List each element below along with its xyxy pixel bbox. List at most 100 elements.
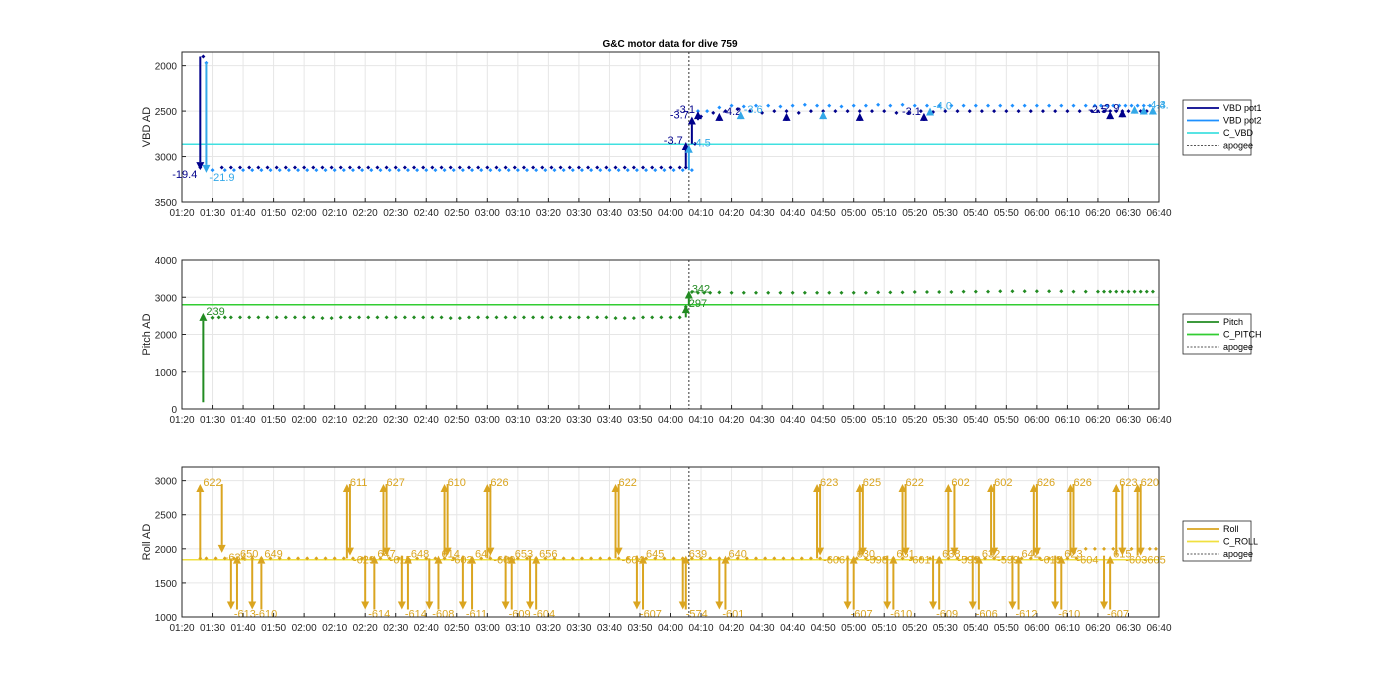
data-point bbox=[402, 315, 407, 320]
x-tick-label: 05:50 bbox=[994, 623, 1019, 634]
data-point bbox=[1138, 289, 1143, 294]
data-point bbox=[943, 109, 948, 114]
data-point bbox=[347, 315, 352, 320]
legend-label: Pitch bbox=[1223, 317, 1243, 327]
x-tick-label: 03:20 bbox=[536, 208, 561, 219]
data-point bbox=[216, 315, 221, 320]
arrow-head bbox=[715, 601, 724, 610]
data-point bbox=[305, 556, 310, 561]
data-point bbox=[641, 315, 646, 320]
x-tick-label: 03:30 bbox=[566, 208, 591, 219]
data-point bbox=[268, 168, 273, 173]
arrow-label: 640 bbox=[728, 549, 746, 561]
arrow-head bbox=[782, 112, 791, 121]
data-point bbox=[631, 165, 636, 170]
data-point bbox=[1083, 546, 1088, 551]
data-point bbox=[586, 315, 591, 320]
data-point bbox=[460, 168, 465, 173]
data-point bbox=[1114, 289, 1119, 294]
data-point bbox=[277, 168, 282, 173]
x-tick-label: 02:00 bbox=[292, 415, 317, 426]
arrow-label: 297 bbox=[689, 298, 707, 310]
data-point bbox=[296, 556, 301, 561]
x-tick-label: 02:30 bbox=[383, 623, 408, 634]
arrow-head bbox=[681, 555, 690, 564]
x-tick-label: 01:40 bbox=[231, 415, 256, 426]
x-tick-label: 05:10 bbox=[872, 415, 897, 426]
data-point bbox=[726, 556, 731, 561]
data-point bbox=[347, 165, 352, 170]
legend-label: C_ROLL bbox=[1223, 537, 1258, 547]
arrow-head bbox=[898, 484, 907, 493]
arrow-head bbox=[483, 484, 492, 493]
data-point bbox=[1028, 109, 1033, 114]
arrow-label: 611 bbox=[350, 477, 368, 489]
legend-label: VBD pot2 bbox=[1223, 116, 1262, 126]
arrow-head bbox=[1118, 109, 1127, 118]
x-tick-label: 05:30 bbox=[933, 623, 958, 634]
data-point bbox=[393, 315, 398, 320]
x-tick-label: 05:20 bbox=[902, 208, 927, 219]
data-point bbox=[924, 103, 929, 108]
legend-label: apogee bbox=[1223, 549, 1253, 559]
x-tick-label: 05:10 bbox=[872, 623, 897, 634]
data-point bbox=[302, 315, 307, 320]
data-point bbox=[986, 103, 991, 108]
data-point bbox=[662, 556, 667, 561]
data-point bbox=[488, 556, 493, 561]
data-point bbox=[543, 168, 548, 173]
data-point bbox=[699, 556, 704, 561]
data-point bbox=[222, 168, 227, 173]
arrow-head bbox=[929, 601, 938, 610]
data-point bbox=[1102, 546, 1107, 551]
arrow-head bbox=[968, 601, 977, 610]
data-point bbox=[986, 289, 991, 294]
data-point bbox=[616, 556, 621, 561]
data-point bbox=[1126, 289, 1131, 294]
data-point bbox=[512, 315, 517, 320]
data-point bbox=[979, 109, 984, 114]
data-point bbox=[292, 315, 297, 320]
y-tick-label: 3000 bbox=[155, 153, 178, 164]
data-point bbox=[677, 165, 682, 170]
data-point bbox=[286, 556, 291, 561]
data-point bbox=[302, 165, 307, 170]
data-point bbox=[671, 556, 676, 561]
data-point bbox=[607, 556, 612, 561]
arrow-head bbox=[1136, 547, 1145, 556]
data-point bbox=[360, 556, 365, 561]
data-point bbox=[494, 165, 499, 170]
x-tick-label: 04:20 bbox=[719, 208, 744, 219]
data-point bbox=[973, 556, 978, 561]
x-tick-label: 04:10 bbox=[689, 208, 714, 219]
data-point bbox=[366, 315, 371, 320]
data-point bbox=[766, 103, 771, 108]
data-point bbox=[503, 315, 508, 320]
data-point bbox=[1098, 103, 1103, 108]
x-tick-label: 05:40 bbox=[963, 208, 988, 219]
data-point bbox=[222, 556, 227, 561]
arrow-head bbox=[944, 484, 953, 493]
x-tick-label: 04:50 bbox=[811, 415, 836, 426]
data-point bbox=[677, 315, 682, 320]
data-point bbox=[329, 316, 334, 321]
data-point bbox=[622, 165, 627, 170]
arrow-label: -599 bbox=[997, 555, 1019, 567]
data-point bbox=[384, 165, 389, 170]
y-tick-label: 0 bbox=[171, 405, 177, 416]
data-point bbox=[1117, 103, 1122, 108]
x-tick-label: 04:20 bbox=[719, 623, 744, 634]
arrow-head bbox=[458, 601, 467, 610]
data-point bbox=[412, 315, 417, 320]
x-tick-label: 03:30 bbox=[566, 415, 591, 426]
arrow-head bbox=[1148, 106, 1157, 115]
data-point bbox=[338, 165, 343, 170]
x-tick-label: 04:40 bbox=[780, 623, 805, 634]
arrow-head bbox=[855, 112, 864, 121]
data-point bbox=[1001, 556, 1006, 561]
arrow-label: -602 bbox=[451, 555, 473, 567]
x-tick-label: 03:10 bbox=[505, 623, 530, 634]
data-point bbox=[662, 168, 667, 173]
data-point bbox=[531, 165, 536, 170]
data-point bbox=[1114, 109, 1119, 114]
